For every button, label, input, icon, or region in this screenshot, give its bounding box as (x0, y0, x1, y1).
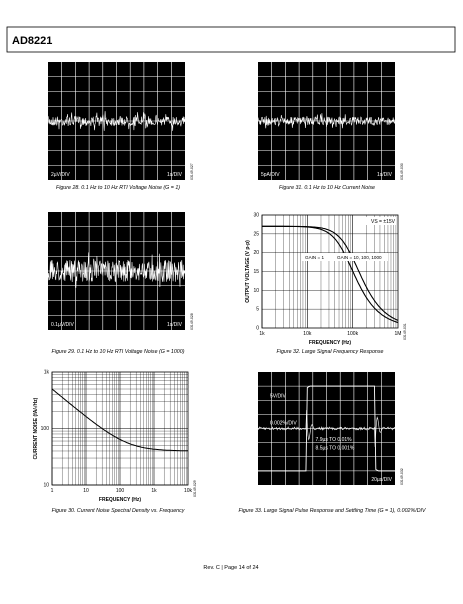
x-tick-label: 1k (259, 331, 265, 337)
x-tick-label: 100k (347, 331, 358, 337)
figure-code: 03149-032 (400, 468, 404, 485)
plot-frame (51, 371, 189, 486)
noise-curve (51, 388, 188, 452)
header-title: AD8221 (12, 35, 52, 47)
y-tick-label: 5 (256, 307, 259, 313)
footer: Rev. C | Page 14 of 24 (203, 565, 258, 571)
figure-code: 03149-028 (190, 313, 194, 330)
x-tick-label: 100 (116, 488, 125, 494)
x-tick-label: 10k (303, 331, 312, 337)
scope-label: 1s/DIV (167, 322, 183, 328)
y-tick-label: 10 (253, 288, 259, 294)
settling-trace (257, 409, 396, 448)
annotation: VS = ±15V (371, 219, 396, 225)
x-axis-label: FREQUENCY (Hz) (309, 340, 351, 346)
figure-code: 03149-031 (403, 323, 407, 340)
annotation-bg (358, 217, 396, 225)
scope-label: 5pA/DIV (261, 172, 280, 178)
response-curve (262, 225, 399, 321)
y-tick-label: 30 (253, 213, 259, 219)
x-tick-label: 1k (151, 488, 157, 494)
y-tick-label: 100 (41, 426, 50, 432)
y-tick-label: 20 (253, 250, 259, 256)
figure-caption: Figure 32. Large Signal Frequency Respon… (277, 349, 384, 355)
x-tick-label: 1 (51, 488, 54, 494)
figure-caption: Figure 33. Large Signal Pulse Response a… (238, 508, 426, 514)
scope-label: 5V/DIV (270, 393, 287, 399)
noise-trace (47, 111, 186, 131)
figure-caption: Figure 29. 0.1 Hz to 10 Hz RTI Voltage N… (52, 349, 185, 355)
y-tick-label: 10 (43, 483, 49, 489)
y-axis-label: CURRENT NOISE (fA/√Hz) (33, 397, 39, 459)
annotation-bg (302, 253, 388, 261)
x-tick-label: 10 (83, 488, 89, 494)
y-tick-label: 0 (256, 326, 259, 332)
figure-code: 03149-027 (190, 163, 194, 180)
noise-trace (47, 252, 186, 288)
figure-caption: Figure 30. Current Noise Spectral Densit… (52, 508, 185, 514)
scope-label: 2µV/DIV (51, 172, 70, 178)
scope-label: 1s/DIV (167, 172, 183, 178)
y-axis-label: OUTPUT VOLTAGE (V p-p) (245, 240, 251, 303)
x-tick-label: 1M (395, 331, 402, 337)
figure-caption: Figure 31. 0.1 Hz to 10 Hz Current Noise (279, 185, 375, 191)
scope-label: 8.5µs TO 0.001% (316, 446, 355, 452)
scope-label: 7.9µs TO 0.01% (316, 437, 353, 443)
figure-code: 03149-030 (400, 163, 404, 180)
x-axis-label: FREQUENCY (Hz) (99, 497, 141, 503)
annotation: GAIN = 1 (305, 255, 324, 260)
noise-trace (257, 113, 396, 129)
x-tick-label: 10k (184, 488, 193, 494)
header-box (6, 26, 456, 53)
y-tick-label: 15 (253, 269, 259, 275)
y-tick-label: 1k (44, 370, 50, 376)
y-tick-label: 25 (253, 231, 259, 237)
figure-caption: Figure 28. 0.1 Hz to 10 Hz RTI Voltage N… (56, 185, 180, 191)
scope-label: 0.1µV/DIV (51, 322, 75, 328)
scope-label: 20µs/DIV (371, 477, 392, 483)
scope-label: 0.002%/DIV (270, 420, 297, 426)
scope-label: 1s/DIV (377, 172, 393, 178)
response-curve (262, 225, 399, 324)
pulse-trace (258, 385, 395, 472)
annotation: GAIN = 10, 100, 1000 (337, 255, 382, 260)
figure-code: 03149-029 (193, 480, 197, 497)
